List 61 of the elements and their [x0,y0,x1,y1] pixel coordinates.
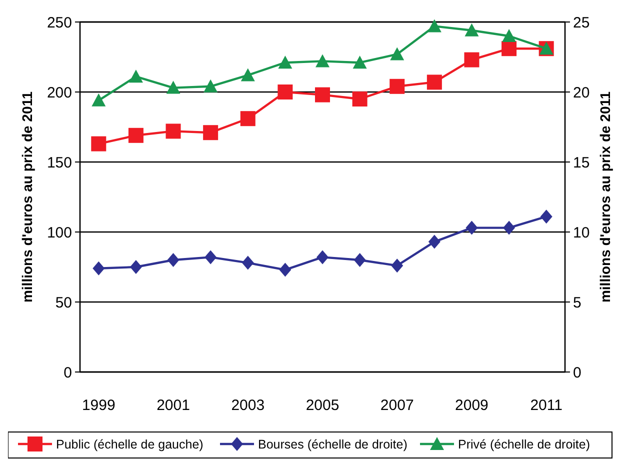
point [167,253,180,267]
point [240,68,255,82]
point [130,260,142,274]
point [502,29,516,42]
point [426,74,442,90]
x-tick-label: 2011 [530,397,562,414]
point [466,220,478,235]
legend-label: Public (échelle de gauche) [56,437,204,452]
x-tick-label: 2005 [306,397,340,414]
point [428,234,440,249]
point [316,54,330,68]
point [502,41,517,56]
point [242,256,254,270]
point [503,220,516,235]
y-tick-label: 200 [46,84,72,102]
point [390,78,405,94]
x-tick-label: 2009 [455,397,488,414]
point [464,52,480,68]
x-tick-label: 2007 [380,397,414,414]
point [92,261,105,276]
x-tick-label: 2001 [156,397,190,414]
legend-label: Bourses (échelle de droite) [258,437,408,452]
y2-axis-title: millions d'euros au prix de 2011 [597,91,613,303]
point [240,111,256,126]
point [128,128,144,143]
point [352,92,368,106]
point [166,80,180,94]
y-tick-label: 50 [55,294,72,312]
y2-tick-label: 0 [573,364,582,382]
point [204,250,217,264]
point [204,79,218,92]
point [278,56,292,69]
y2-tick-label: 15 [573,154,590,172]
y2-tick-label: 5 [573,294,582,312]
point [540,210,552,224]
y-tick-label: 100 [46,224,72,242]
point [166,124,181,139]
y-tick-label: 250 [46,14,72,32]
y2-tick-label: 20 [573,84,590,102]
point [128,70,143,83]
point [390,47,404,60]
point [315,87,330,102]
point [316,250,328,264]
point [354,253,366,267]
point [352,56,367,69]
point [278,84,293,100]
point [391,258,404,273]
x-tick-label: 2003 [231,397,265,414]
point [427,19,442,32]
y2-tick-label: 25 [573,14,590,32]
y-tick-label: 0 [64,364,72,382]
x-tick-label: 1999 [82,397,116,414]
legend-label: Privé (échelle de droite) [458,437,590,452]
y-axis-title: millions d'euros au prix de 2011 [19,91,35,303]
point [203,125,218,140]
y2-tick-label: 10 [573,224,590,242]
point [464,23,479,36]
point [92,93,106,106]
point [279,262,292,277]
point [91,136,106,152]
y-tick-label: 150 [46,154,72,172]
